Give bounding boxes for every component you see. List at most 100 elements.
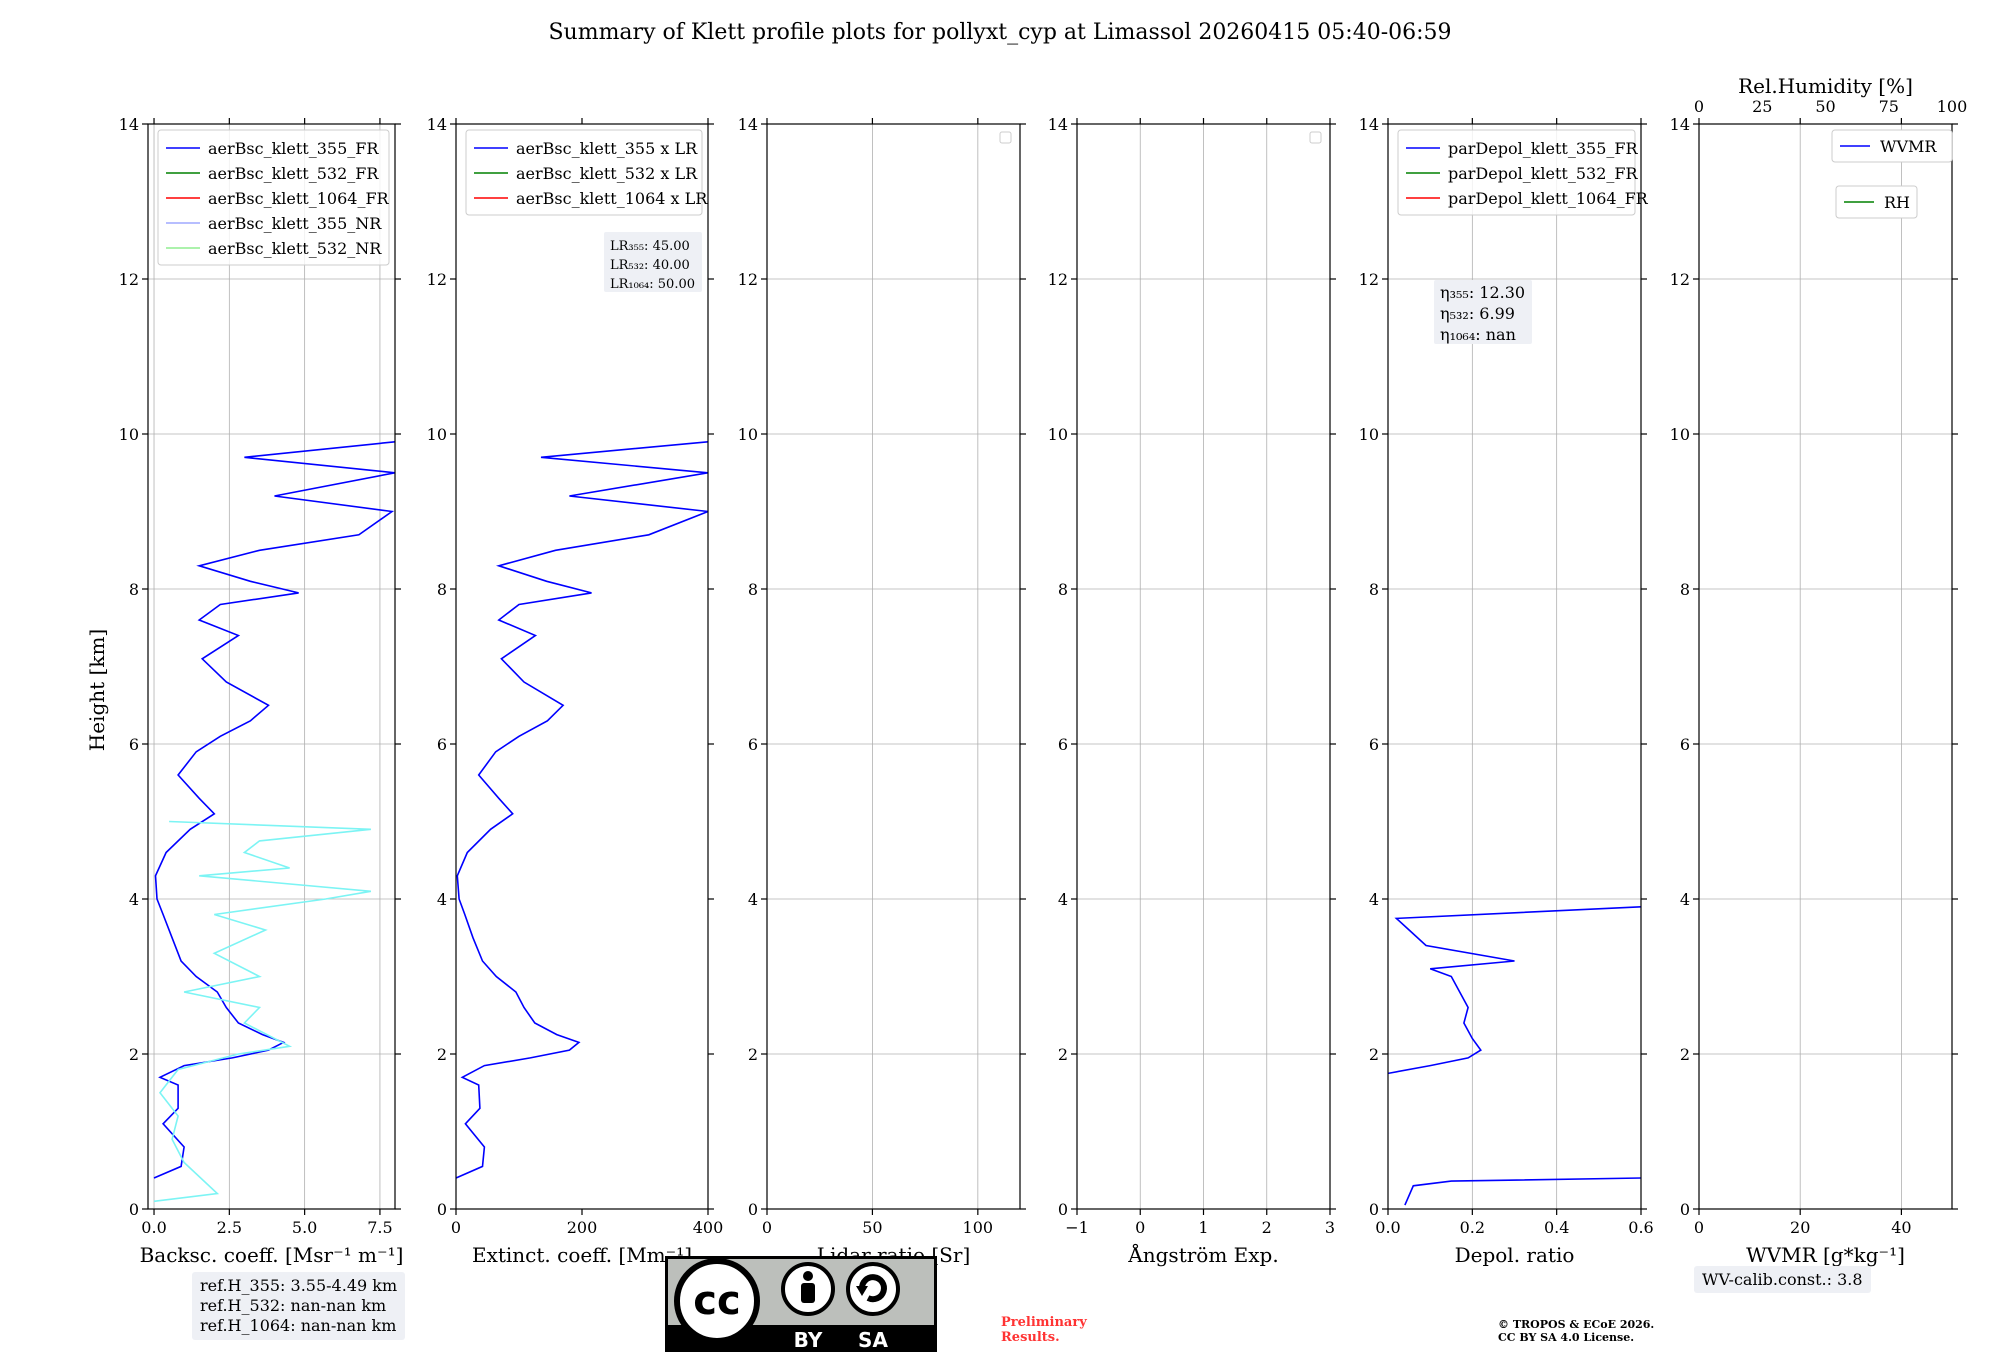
- figure-title: Summary of Klett profile plots for polly…: [548, 20, 1452, 45]
- x-axis-label: Backsc. coeff. [Msr⁻¹ m⁻¹]: [140, 1243, 404, 1267]
- x-tick-label: 2.5: [217, 1218, 242, 1237]
- x-axis-label: Extinct. coeff. [Mm⁻¹]: [472, 1243, 692, 1267]
- y-tick-label: 0: [129, 1200, 139, 1219]
- legend-entry-label: WVMR: [1880, 137, 1937, 156]
- y-tick-label: 2: [748, 1045, 758, 1064]
- y-tick-label: 12: [738, 270, 758, 289]
- y-tick-label: 12: [119, 270, 139, 289]
- axes-frame: [147, 123, 396, 1210]
- y-tick-label: 10: [1048, 425, 1068, 444]
- x-tick-label: 1: [1198, 1218, 1208, 1237]
- eta-text: η₅₃₂: 6.99: [1440, 304, 1515, 323]
- wv-calibration-constant: WV-calib.const.: 3.8: [1694, 1266, 1871, 1293]
- y-tick-label: 14: [1670, 115, 1690, 134]
- legend-entry-label: aerBsc_klett_355 x LR: [516, 139, 698, 158]
- copyright-line2: CC BY SA 4.0 License.: [1498, 1331, 1635, 1344]
- y-tick-label: 14: [1359, 115, 1379, 134]
- axes-frame: [1387, 123, 1642, 1210]
- y-tick-label: 12: [1670, 270, 1690, 289]
- eta-box: [1434, 280, 1532, 344]
- lidar-ratio-box: [604, 232, 702, 292]
- axes-frame: [766, 123, 1021, 1210]
- legend-entry-label: aerBsc_klett_532 x LR: [516, 164, 698, 183]
- y-tick-label: 4: [437, 890, 447, 909]
- x-tick-label: 0: [1135, 1218, 1145, 1237]
- copyright-notice: © TROPOS & ECoE 2026. CC BY SA 4.0 Licen…: [1498, 1318, 1654, 1344]
- x-tick-label: 50: [862, 1218, 882, 1237]
- y-tick-label: 4: [1369, 890, 1379, 909]
- x-tick-label: 400: [693, 1218, 724, 1237]
- x-tick-label: 40: [1891, 1218, 1911, 1237]
- y-tick-label: 0: [1058, 1200, 1068, 1219]
- x-tick-label: 7.5: [367, 1218, 392, 1237]
- x-tick-label: 5.0: [292, 1218, 317, 1237]
- x-tick-label: 0.0: [141, 1218, 166, 1237]
- y-tick-label: 0: [437, 1200, 447, 1219]
- y-tick-label: 4: [1680, 890, 1690, 909]
- legend: aerBsc_klett_355 x LR aerBsc_klett_532 x …: [465, 129, 708, 216]
- top-x-tick-label: 25: [1752, 97, 1772, 116]
- y-tick-label: 6: [1680, 735, 1690, 754]
- y-tick-label: 4: [129, 890, 139, 909]
- legend-entry-label: RH: [1884, 193, 1910, 212]
- eta-text: η₁₀₆₄: nan: [1440, 325, 1516, 344]
- legend-entry-label: parDepol_klett_532_FR: [1448, 164, 1639, 183]
- y-tick-label: 8: [1058, 580, 1068, 599]
- y-tick-label: 14: [119, 115, 139, 134]
- top-x-tick-label: 50: [1815, 97, 1835, 116]
- legend: aerBsc_klett_355_FR aerBsc_klett_532_FRae…: [157, 129, 390, 266]
- y-tick-label: 14: [738, 115, 758, 134]
- y-tick-label: 8: [748, 580, 758, 599]
- preliminary-notice: Preliminary Results.: [1001, 1315, 1087, 1345]
- lidar-ratio-text: LR₅₃₂: 40.00: [610, 258, 690, 273]
- legend-entry-label: parDepol_klett_355_FR: [1448, 139, 1639, 158]
- y-tick-label: 0: [1680, 1200, 1690, 1219]
- y-tick-label: 14: [1048, 115, 1068, 134]
- by-label: BY: [794, 1328, 823, 1352]
- x-tick-label: 0.0: [1375, 1218, 1400, 1237]
- y-tick-label: 10: [1670, 425, 1690, 444]
- x-tick-label: 0: [1694, 1218, 1704, 1237]
- reference-height-box: ref.H_355: 3.55-4.49 km ref.H_532: nan-n…: [192, 1272, 406, 1340]
- legend-box: [1831, 129, 1953, 163]
- x-tick-label: 0.4: [1544, 1218, 1569, 1237]
- y-tick-label: 4: [1058, 890, 1068, 909]
- legend-entry-label: aerBsc_klett_355_NR: [208, 214, 382, 233]
- x-tick-label: 2: [1262, 1218, 1272, 1237]
- sa-label: SA: [858, 1328, 888, 1352]
- x-tick-label: −1: [1065, 1218, 1089, 1237]
- preliminary-line1: Preliminary: [1001, 1315, 1087, 1330]
- lidar-ratio-text: LR₃₅₅: 45.00: [610, 239, 690, 254]
- y-tick-label: 10: [1359, 425, 1379, 444]
- chart-panel-depol: 0 2 4 6 8 10 12 14 0.0 0.2 0.4 0.6 Depol. ratio parDe…: [1359, 115, 1654, 1267]
- x-tick-label: 100: [963, 1218, 994, 1237]
- series-line-parDepol_klett_355_FR: [1404, 1177, 1641, 1206]
- ref-height-355: ref.H_355: 3.55-4.49 km: [200, 1276, 398, 1295]
- y-tick-label: 2: [437, 1045, 447, 1064]
- x-axis-label: Depol. ratio: [1455, 1243, 1575, 1267]
- legend-box: [1835, 185, 1918, 219]
- y-tick-label: 6: [748, 735, 758, 754]
- legend-entry-label: parDepol_klett_1064_FR: [1448, 189, 1649, 208]
- top-x-tick-label: 0: [1694, 97, 1704, 116]
- series-line-aerBsc_klett_355_FR: [153, 441, 395, 1179]
- y-tick-label: 14: [427, 115, 447, 134]
- eta-text: η₃₅₅: 12.30: [1440, 283, 1525, 302]
- legend-entry-label: aerBsc_klett_532_FR: [208, 164, 379, 183]
- y-tick-label: 2: [1058, 1045, 1068, 1064]
- legend-entry-label: aerBsc_klett_1064 x LR: [516, 189, 708, 208]
- x-tick-label: 3: [1325, 1218, 1335, 1237]
- series-line-parDepol_klett_355_FR_upper: [1388, 906, 1641, 1075]
- y-tick-label: 6: [129, 735, 139, 754]
- y-tick-label: 12: [427, 270, 447, 289]
- x-tick-label: 20: [1790, 1218, 1810, 1237]
- y-tick-label: 6: [1369, 735, 1379, 754]
- preliminary-line2: Results.: [1001, 1330, 1060, 1345]
- chart-panel-backscatter: 0 2 4 6 8 10 12 14 0.0 2.5 5.0 7.5 Backsc. coeff. [M…: [119, 115, 404, 1267]
- series-group: [456, 441, 708, 1179]
- lidar-ratio-text: LR₁₀₆₄: 50.00: [610, 277, 695, 292]
